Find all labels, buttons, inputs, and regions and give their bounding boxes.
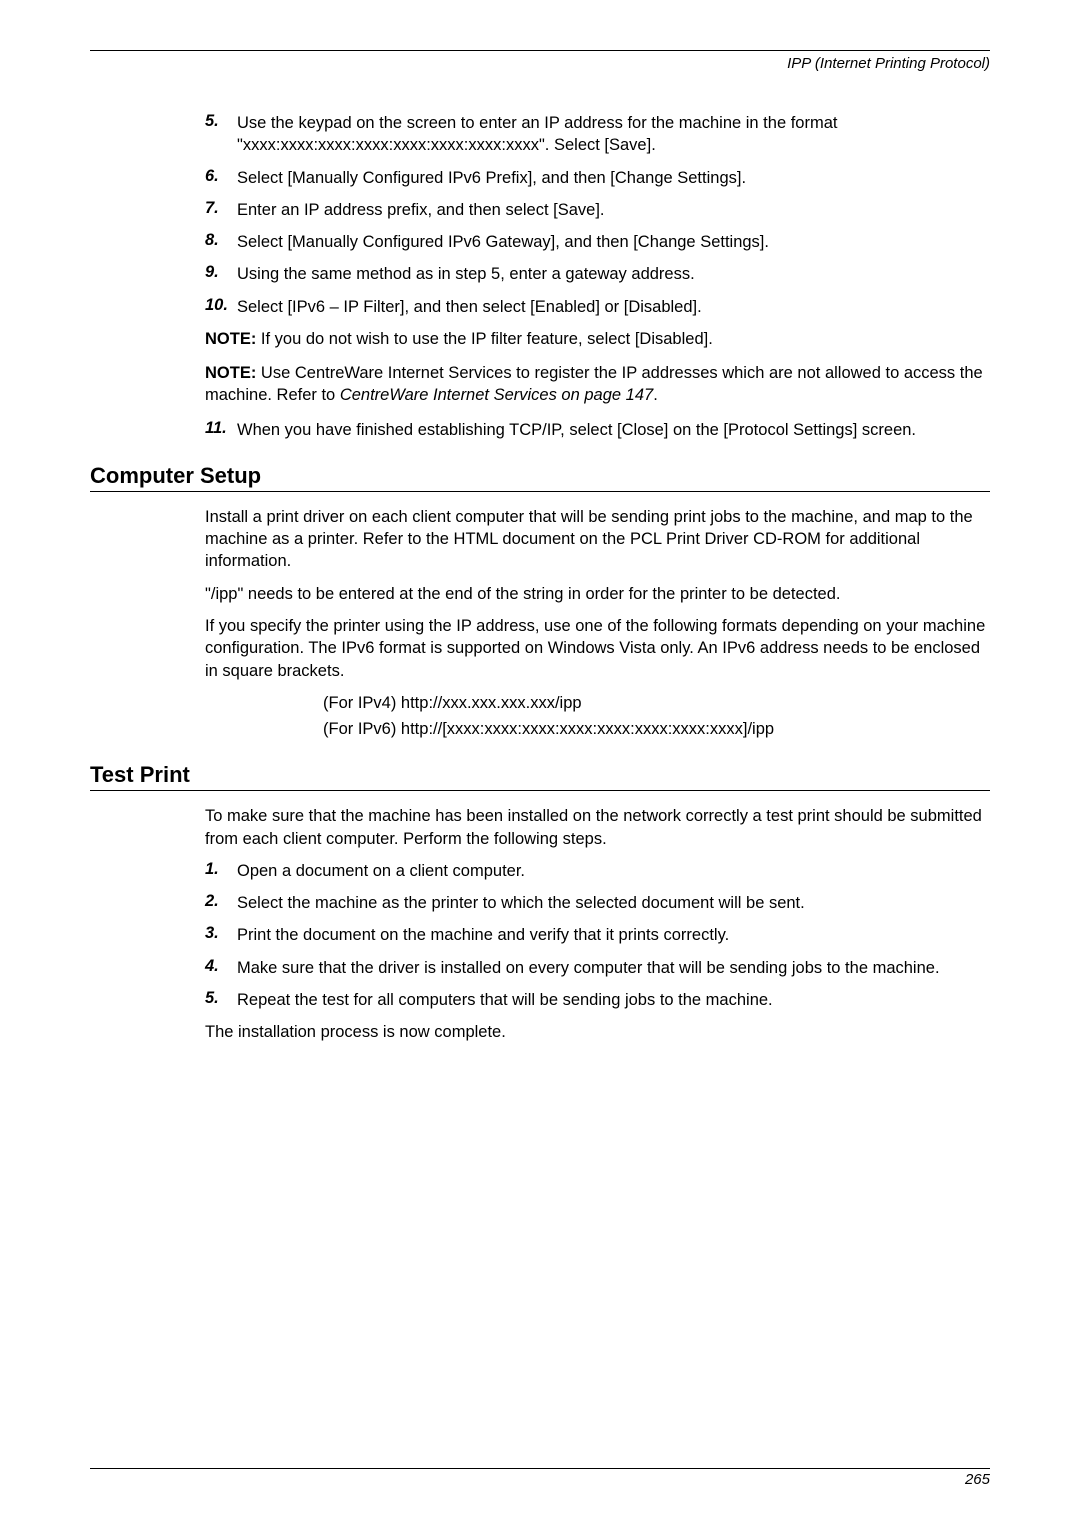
paragraph: "/ipp" needs to be entered at the end of… [205, 583, 990, 605]
list-text: Using the same method as in step 5, ente… [237, 263, 990, 285]
section-rule [90, 790, 990, 791]
list-item: 5. Use the keypad on the screen to enter… [205, 112, 990, 157]
header-title: IPP (Internet Printing Protocol) [90, 55, 990, 72]
note-text: . [653, 386, 658, 404]
list-num: 9. [205, 263, 237, 285]
note-2: NOTE: Use CentreWare Internet Services t… [205, 362, 990, 407]
note-1: NOTE: If you do not wish to use the IP f… [205, 328, 990, 350]
list-text: Select the machine as the printer to whi… [237, 892, 990, 914]
list-item: 5. Repeat the test for all computers tha… [205, 989, 990, 1011]
list-text: Open a document on a client computer. [237, 860, 990, 882]
list-item: 9. Using the same method as in step 5, e… [205, 263, 990, 285]
section-rule [90, 491, 990, 492]
list-text: Select [Manually Configured IPv6 Gateway… [237, 231, 990, 253]
list-item: 3. Print the document on the machine and… [205, 924, 990, 946]
list-text: Select [Manually Configured IPv6 Prefix]… [237, 167, 990, 189]
list-item: 2. Select the machine as the printer to … [205, 892, 990, 914]
note-ref: CentreWare Internet Services on page 147 [340, 386, 653, 404]
list-text: When you have finished establishing TCP/… [237, 419, 990, 441]
list-text: Select [IPv6 – IP Filter], and then sele… [237, 296, 990, 318]
computer-setup-content: Install a print driver on each client co… [205, 506, 990, 740]
list-item: 8. Select [Manually Configured IPv6 Gate… [205, 231, 990, 253]
list-num: 10. [205, 296, 237, 318]
list-item: 7. Enter an IP address prefix, and then … [205, 199, 990, 221]
list-item: 11. When you have finished establishing … [205, 419, 990, 441]
list-num: 4. [205, 957, 237, 979]
code-line: (For IPv6) http://[xxxx:xxxx:xxxx:xxxx:x… [323, 718, 990, 740]
main-content: 5. Use the keypad on the screen to enter… [205, 112, 990, 441]
list-item: 6. Select [Manually Configured IPv6 Pref… [205, 167, 990, 189]
list-text: Make sure that the driver is installed o… [237, 957, 990, 979]
list-item: 4. Make sure that the driver is installe… [205, 957, 990, 979]
list-text: Use the keypad on the screen to enter an… [237, 112, 990, 157]
list-num: 6. [205, 167, 237, 189]
list-item: 1. Open a document on a client computer. [205, 860, 990, 882]
note-label: NOTE: [205, 364, 256, 382]
paragraph: If you specify the printer using the IP … [205, 615, 990, 682]
list-num: 5. [205, 989, 237, 1011]
list-num: 7. [205, 199, 237, 221]
paragraph: Install a print driver on each client co… [205, 506, 990, 573]
list-text: Print the document on the machine and ve… [237, 924, 990, 946]
list-text: Enter an IP address prefix, and then sel… [237, 199, 990, 221]
header-rule [90, 50, 990, 51]
list-num: 5. [205, 112, 237, 157]
list-num: 8. [205, 231, 237, 253]
list-num: 11. [205, 419, 237, 441]
footer-rule [90, 1468, 990, 1469]
note-text: If you do not wish to use the IP filter … [256, 330, 712, 348]
list-num: 1. [205, 860, 237, 882]
paragraph: To make sure that the machine has been i… [205, 805, 990, 850]
section-heading-test: Test Print [90, 762, 990, 788]
code-line: (For IPv4) http://xxx.xxx.xxx.xxx/ipp [323, 692, 990, 714]
list-text: Repeat the test for all computers that w… [237, 989, 990, 1011]
list-item: 10. Select [IPv6 – IP Filter], and then … [205, 296, 990, 318]
footer: 265 [90, 1468, 990, 1488]
test-print-content: To make sure that the machine has been i… [205, 805, 990, 1043]
paragraph: The installation process is now complete… [205, 1021, 990, 1043]
list-num: 3. [205, 924, 237, 946]
section-heading-computer: Computer Setup [90, 463, 990, 489]
note-label: NOTE: [205, 330, 256, 348]
page-number: 265 [90, 1471, 990, 1488]
list-num: 2. [205, 892, 237, 914]
